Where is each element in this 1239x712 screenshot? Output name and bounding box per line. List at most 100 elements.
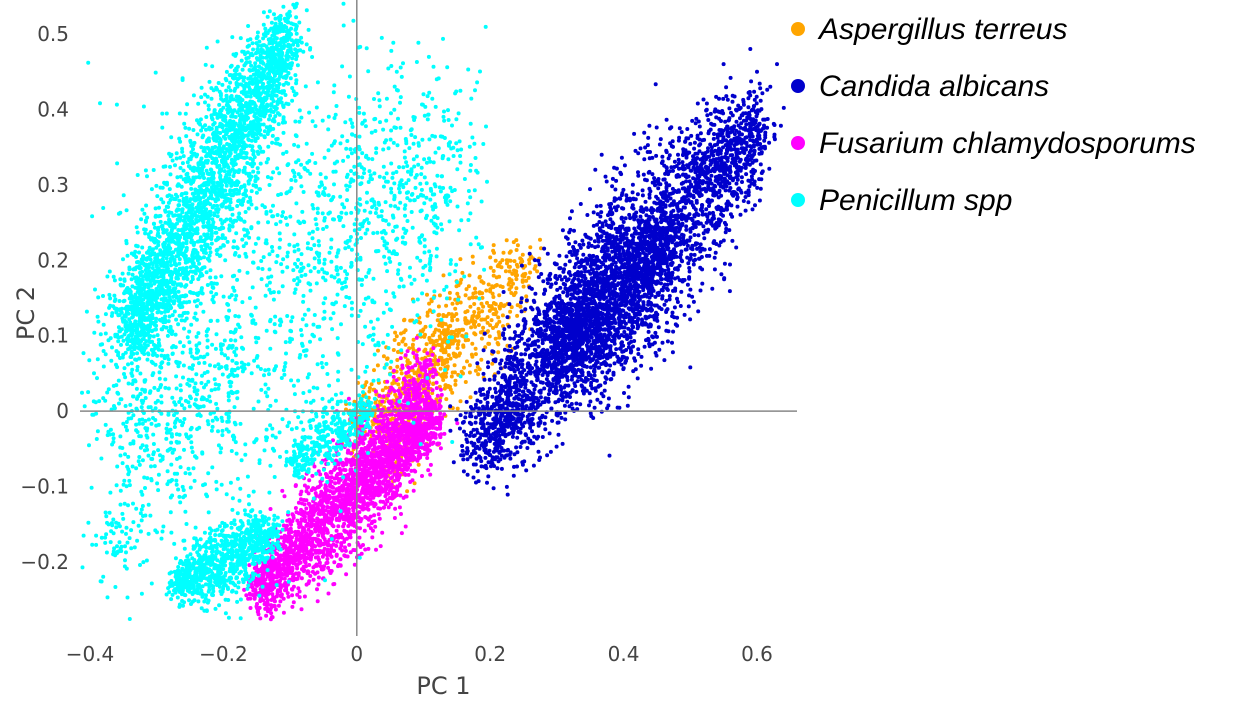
- scatter-point: [400, 339, 405, 344]
- scatter-point: [525, 393, 530, 398]
- scatter-point: [542, 287, 547, 292]
- scatter-point: [711, 136, 716, 141]
- scatter-point: [508, 388, 513, 393]
- scatter-point: [725, 145, 730, 150]
- scatter-point: [730, 178, 735, 183]
- scatter-point: [679, 130, 684, 135]
- scatter-point: [725, 159, 730, 163]
- scatter-point: [514, 445, 519, 450]
- scatter-point: [527, 440, 532, 445]
- scatter-point: [573, 384, 578, 388]
- scatter-point: [520, 252, 525, 257]
- scatter-point: [515, 435, 520, 440]
- scatter-point: [719, 148, 723, 153]
- scatter-point: [691, 262, 696, 267]
- scatter-point: [466, 284, 471, 289]
- scatter-point: [425, 313, 430, 318]
- scatter-point: [712, 132, 716, 136]
- scatter-point: [546, 399, 551, 404]
- scatter-point: [760, 91, 765, 96]
- scatter-point: [373, 400, 378, 405]
- scatter-point: [751, 167, 756, 172]
- scatter-point: [476, 372, 481, 377]
- scatter-point: [612, 361, 617, 366]
- scatter-point: [523, 432, 528, 437]
- scatter-point: [701, 155, 706, 160]
- scatter-point: [546, 392, 551, 397]
- scatter-point: [455, 346, 460, 351]
- scatter-point: [690, 218, 695, 223]
- scatter-point: [445, 359, 450, 364]
- scatter-point: [485, 480, 489, 485]
- scatter-point: [758, 98, 763, 103]
- scatter-point: [519, 352, 524, 357]
- scatter-point: [643, 145, 648, 150]
- scatter-point: [598, 214, 603, 219]
- scatter-point: [499, 388, 504, 393]
- scatter-point: [640, 193, 645, 198]
- scatter-point: [682, 205, 687, 210]
- scatter-point: [751, 117, 756, 122]
- scatter-point: [455, 301, 460, 306]
- scatter-point: [696, 233, 701, 238]
- scatter-point: [675, 202, 680, 206]
- scatter-point: [476, 310, 481, 315]
- scatter-point: [705, 229, 710, 234]
- scatter-point: [584, 234, 589, 239]
- scatter-point: [516, 429, 521, 434]
- scatter-point: [708, 111, 713, 116]
- scatter-point: [555, 378, 559, 382]
- scatter-point: [468, 304, 473, 309]
- scatter-point: [684, 136, 689, 141]
- scatter-point: [507, 250, 512, 255]
- scatter-point: [445, 364, 450, 369]
- scatter-point: [543, 427, 548, 432]
- scatter-point: [606, 333, 611, 338]
- scatter-point: [670, 314, 675, 319]
- scatter-point: [491, 358, 496, 363]
- scatter-point: [497, 394, 502, 398]
- scatter-point: [665, 339, 670, 344]
- scatter-point: [619, 341, 624, 346]
- scatter-point: [543, 302, 548, 307]
- scatter-point: [713, 184, 718, 189]
- scatter-point: [746, 188, 751, 193]
- scatter-point: [528, 371, 533, 376]
- scatter-point: [542, 421, 547, 426]
- scatter-point: [671, 329, 676, 334]
- scatter-point: [367, 386, 372, 390]
- scatter-point: [473, 286, 477, 291]
- scatter-point: [453, 382, 458, 387]
- scatter-point: [557, 293, 562, 298]
- scatter-point: [367, 389, 372, 394]
- scatter-point: [586, 241, 591, 246]
- scatter-point: [632, 131, 637, 136]
- scatter-point: [628, 277, 633, 282]
- scatter-point: [545, 281, 550, 286]
- scatter-point: [730, 160, 735, 165]
- scatter-point: [718, 158, 723, 163]
- scatter-point: [725, 128, 730, 133]
- scatter-point: [480, 421, 485, 426]
- scatter-point: [706, 176, 710, 181]
- scatter-point: [751, 120, 756, 125]
- scatter-point: [483, 427, 487, 432]
- scatter-point: [486, 474, 491, 479]
- scatter-point: [593, 167, 598, 172]
- scatter-point: [746, 178, 751, 183]
- scatter-point: [481, 348, 486, 353]
- scatter-point: [456, 339, 461, 344]
- scatter-point: [614, 166, 619, 171]
- scatter-point: [632, 226, 637, 231]
- scatter-point: [463, 293, 468, 298]
- scatter-point: [704, 108, 709, 113]
- scatter-point: [722, 277, 727, 282]
- scatter-point: [427, 301, 432, 306]
- scatter-point: [653, 330, 658, 335]
- scatter-point: [628, 350, 633, 355]
- scatter-point: [446, 324, 451, 329]
- scatter-point: [420, 356, 425, 361]
- scatter-point: [471, 462, 476, 467]
- scatter-point: [438, 366, 443, 371]
- scatter-point: [538, 419, 543, 424]
